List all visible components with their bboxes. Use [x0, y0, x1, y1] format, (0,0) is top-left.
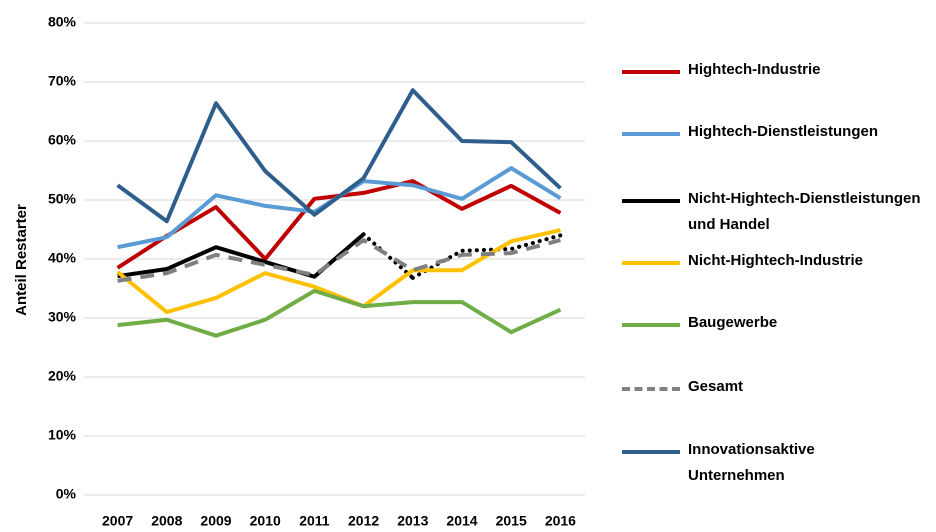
- legend-item: Hightech-Dienstleistungen: [622, 122, 936, 145]
- legend-swatch: [622, 387, 680, 391]
- y-tick-label: 50%: [48, 191, 77, 207]
- legend-label: Gesamt: [688, 378, 744, 395]
- x-tick-label: 2010: [250, 513, 281, 529]
- y-tick-label: 20%: [48, 368, 77, 384]
- y-tick-label: 0%: [56, 486, 77, 502]
- y-axis-label: Anteil Restarter: [13, 204, 30, 316]
- y-tick-label: 60%: [48, 132, 77, 148]
- x-tick-label: 2012: [348, 513, 379, 529]
- legend-label: Hightech-Dienstleistungen: [688, 123, 879, 140]
- x-tick-label: 2007: [102, 513, 133, 529]
- legend-item: Innovationsaktive Unternehmen: [622, 440, 848, 489]
- x-tick-label: 2014: [446, 513, 477, 529]
- x-tick-label: 2013: [397, 513, 428, 529]
- legend-item: Hightech-Industrie: [622, 60, 936, 83]
- legend-label: Nicht-Hightech-Dienstleistungen und Hand…: [688, 190, 921, 233]
- legend-swatch: [622, 261, 680, 265]
- x-tick-label: 2008: [151, 513, 182, 529]
- legend-label: Innovationsaktive Unternehmen: [688, 441, 815, 484]
- legend-label: Hightech-Industrie: [688, 61, 821, 78]
- legend-item: Nicht-Hightech-Industrie: [622, 251, 936, 274]
- y-tick-label: 30%: [48, 309, 77, 325]
- y-tick-label: 70%: [48, 73, 77, 89]
- legend-swatch: [622, 199, 680, 203]
- x-tick-label: 2016: [545, 513, 576, 529]
- legend-swatch: [622, 70, 680, 74]
- legend-label: Baugewerbe: [688, 314, 778, 331]
- x-tick-label: 2015: [496, 513, 527, 529]
- y-tick-label: 80%: [48, 14, 77, 30]
- series-line: [117, 288, 562, 338]
- series-line: [116, 88, 562, 224]
- series-line: [117, 238, 561, 283]
- legend-item: Gesamt: [622, 377, 936, 400]
- legend-item: Baugewerbe: [622, 313, 936, 336]
- series-line-dotted: [361, 232, 415, 280]
- x-tick-label: 2011: [299, 513, 330, 529]
- legend-label: Nicht-Hightech-Industrie: [688, 252, 863, 269]
- x-tick-label: 2009: [200, 513, 231, 529]
- legend-swatch: [622, 323, 680, 327]
- legend-swatch: [622, 132, 680, 136]
- legend-item: Nicht-Hightech-Dienstleistungen und Hand…: [622, 189, 936, 238]
- legend-swatch: [622, 450, 680, 454]
- y-tick-label: 40%: [48, 250, 77, 266]
- y-tick-label: 10%: [48, 427, 77, 443]
